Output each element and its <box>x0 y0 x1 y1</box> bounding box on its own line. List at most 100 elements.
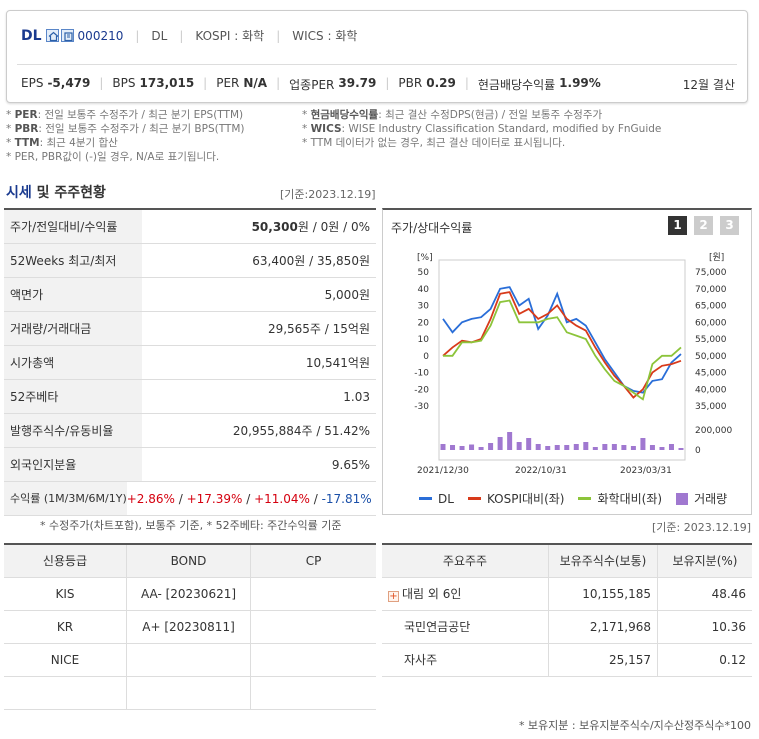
legend-label: 거래량 <box>694 492 728 506</box>
legend-line-icon <box>419 497 432 500</box>
legend-item[interactable]: 거래량 <box>676 490 727 507</box>
right-tick-label: 50,000 <box>695 352 727 362</box>
quote-row: 52Weeks 최고/최저 63,400원 / 35,850원 <box>4 244 376 278</box>
chart-tab-2[interactable]: 2 <box>694 216 713 235</box>
header-divider <box>17 64 737 65</box>
return-value: +2.86% <box>126 492 175 506</box>
quote-label: 주가/전일대비/수익률 <box>4 210 142 243</box>
shareholder-header-row: 주요주주 보유주식수(보통) 보유지분(%) <box>382 545 752 578</box>
volume-bar <box>640 438 646 450</box>
home-icon[interactable] <box>45 29 59 42</box>
shareholder-row: + 대림 외 6인 10,155,185 48.46 <box>382 578 752 611</box>
credit-cell <box>127 677 251 709</box>
left-tick-label: -10 <box>414 369 429 379</box>
legend-item[interactable]: 화학대비(좌) <box>578 490 662 507</box>
volume-bar <box>602 444 608 450</box>
chart-tab-1[interactable]: 1 <box>668 216 687 235</box>
chart-title: 주가/상대수익률 <box>391 221 473 235</box>
returns-row: 수익률 (1M/3M/6M/1Y) +2.86% / +17.39% / +11.… <box>4 482 376 516</box>
chart-tab-3[interactable]: 3 <box>720 216 739 235</box>
footnote-line: * TTM: 최근 4분기 합산 <box>6 137 118 149</box>
shareholder-pct: 0.12 <box>719 653 746 667</box>
legend-label: DL <box>438 491 454 506</box>
footnote-key: PBR <box>14 123 39 135</box>
right-tick-label: 75,000 <box>695 268 727 278</box>
volume-bar <box>459 446 465 450</box>
quote-value: 10,541억원 <box>305 356 370 370</box>
footnote-line: * PER, PBR값이 (-)일 경우, N/A로 표기됩니다. <box>6 151 220 163</box>
legend-item[interactable]: KOSPI대비(좌) <box>467 490 565 507</box>
shareholder-row: 국민연금공단 2,171,968 10.36 <box>382 611 752 644</box>
credit-cell <box>251 644 376 676</box>
return-value: +11.04% <box>254 492 310 506</box>
volume-bar <box>535 444 541 450</box>
credit-cell: KIS <box>4 578 127 610</box>
quote-value: 20,955,884주 / 51.42% <box>232 424 370 438</box>
right-tick-label: 60,000 <box>695 318 727 328</box>
metric-label: EPS <box>21 76 44 90</box>
quote-value: 9.65% <box>331 458 370 472</box>
shareholder-name-cell[interactable]: + 대림 외 6인 <box>382 578 549 610</box>
credit-header-cell: CP <box>305 554 322 568</box>
company-code: 000210 <box>77 28 124 43</box>
legend-line-icon <box>467 497 481 500</box>
section-title-highlight: 시세 <box>6 185 32 201</box>
company-name[interactable]: DL <box>21 27 42 44</box>
volume-bar <box>507 432 513 450</box>
right-tick-label: 55,000 <box>695 335 727 345</box>
shareholder-name: 자사주 <box>404 653 438 667</box>
quote-row: 시가총액 10,541억원 <box>4 346 376 380</box>
quote-value: 63,400원 / 35,850원 <box>252 254 370 268</box>
left-tick-label: -20 <box>414 385 429 395</box>
metric-label: PER <box>216 76 240 90</box>
credit-cell: A+ [20230811] <box>127 611 251 643</box>
volume-bar <box>554 445 560 450</box>
metric-label: 현금배당수익률 <box>477 78 556 92</box>
credit-cell <box>127 644 251 676</box>
return-value: -17.81% <box>321 492 372 506</box>
quote-label: 시가총액 <box>4 346 142 379</box>
metric-item: 업종PER 39.79 <box>289 76 376 93</box>
volume-bar <box>516 442 522 450</box>
footnotes-left: * PER: 전일 보통주 수정주가 / 최근 분기 EPS(TTM) * PBR… <box>6 108 245 164</box>
building-icon[interactable] <box>60 29 74 42</box>
metrics-row: EPS -5,479 | BPS 173,015 | PER N/A | 업종PER 39.79 | P… <box>21 76 601 93</box>
legend-item[interactable]: DL <box>419 492 454 506</box>
returns-values: +2.86% / +17.39% / +11.04% / -17.81% <box>126 492 372 506</box>
metric-item: BPS 173,015 <box>112 76 194 93</box>
metric-value: 0.29 <box>426 76 456 90</box>
quote-label: 외국인지분율 <box>4 448 142 481</box>
left-tick-label: 10 <box>418 335 430 345</box>
volume-bar <box>545 446 551 450</box>
metric-label: BPS <box>112 76 136 90</box>
volume-bar <box>649 445 655 450</box>
volume-bar <box>592 447 598 450</box>
legend-label: KOSPI대비(좌) <box>486 492 565 506</box>
x-tick-label: 2021/12/30 <box>417 466 469 476</box>
footnote-text: : WISE Industry Classification Standard,… <box>341 123 662 135</box>
footnotes-right: * 현금배당수익률: 최근 결산 수정DPS(현금) / 전일 보통주 수정주가… <box>302 108 661 150</box>
shareholder-name-cell: 자사주 <box>382 644 549 676</box>
shareholder-shares: 10,155,185 <box>549 578 658 610</box>
expand-plus-icon[interactable]: + <box>388 591 399 602</box>
left-unit: [%] <box>417 253 433 263</box>
x-tick-label: 2023/03/31 <box>620 466 672 476</box>
volume-bar <box>526 438 532 450</box>
footnote-text: TTM 데이터가 없는 경우, 최근 결산 데이터로 표시됩니다. <box>310 137 566 149</box>
footnote-line: * TTM 데이터가 없는 경우, 최근 결산 데이터로 표시됩니다. <box>302 137 566 149</box>
credit-cell <box>251 578 376 610</box>
credit-header-row: 신용등급 BOND CP <box>4 545 376 578</box>
quote-value: 5,000원 <box>324 288 370 302</box>
quote-label: 52주베타 <box>4 380 142 413</box>
footnote-text: PER, PBR값이 (-)일 경우, N/A로 표기됩니다. <box>14 151 220 163</box>
footnote-text: : 최근 4분기 합산 <box>39 137 118 149</box>
footnote-line: * PER: 전일 보통주 수정주가 / 최근 분기 EPS(TTM) <box>6 109 244 121</box>
credit-header-cell: 신용등급 <box>4 545 127 577</box>
shareholder-header-cell: 주요주주 <box>382 545 549 577</box>
shareholder-header-cell: 보유지분(%) <box>672 554 738 568</box>
shareholder-name: 국민연금공단 <box>404 620 471 634</box>
volume-tick-label: 200,000 <box>695 426 732 436</box>
volume-bar <box>678 448 684 450</box>
volume-bar <box>668 444 674 450</box>
